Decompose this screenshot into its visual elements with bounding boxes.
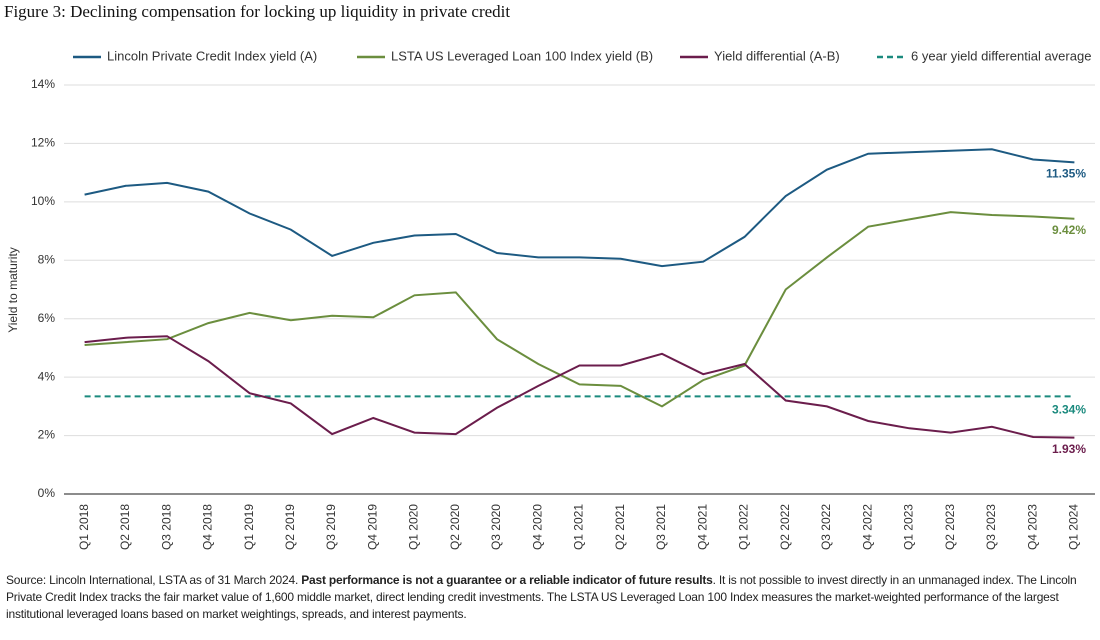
value-label: 3.34% (1052, 403, 1086, 417)
x-tick-label: Q3 2020 (489, 504, 503, 550)
series-line (84, 148, 1075, 268)
x-tick-label: Q2 2023 (943, 504, 957, 550)
legend-label: 6 year yield differential average (911, 48, 1091, 63)
y-tick-label: 0% (38, 486, 56, 500)
x-tick-label: Q4 2021 (695, 504, 709, 550)
x-tick-label: Q1 2018 (77, 504, 91, 550)
value-label: 11.35% (1046, 167, 1086, 181)
y-tick-label: 10% (31, 194, 55, 208)
x-tick-label: Q2 2021 (613, 504, 627, 550)
legend-label: LSTA US Leveraged Loan 100 Index yield (… (391, 48, 653, 63)
legend-label: Lincoln Private Credit Index yield (A) (107, 48, 317, 63)
source-text: . It is not possible to invest directly … (6, 573, 1077, 621)
x-tick-label: Q1 2020 (407, 504, 421, 550)
legend-label: Yield differential (A-B) (714, 48, 840, 63)
x-tick-label: Q1 2023 (902, 504, 916, 550)
series-line (84, 211, 1075, 408)
series-line (84, 335, 1075, 439)
x-tick-label: Q4 2018 (201, 504, 215, 550)
y-tick-label: 12% (31, 136, 55, 150)
y-tick-label: 6% (38, 311, 56, 325)
x-tick-label: Q4 2022 (860, 504, 874, 550)
x-tick-label: Q1 2021 (572, 504, 586, 550)
x-tick-label: Q2 2019 (283, 504, 297, 550)
chart: Figure 3: Declining compensation for loc… (4, 2, 1095, 550)
x-tick-label: Q3 2022 (819, 504, 833, 550)
source-bold: Past performance is not a guarantee or a… (301, 573, 713, 587)
y-tick-label: 2% (38, 428, 56, 442)
x-tick-label: Q3 2023 (984, 504, 998, 550)
value-label: 9.42% (1052, 223, 1086, 237)
x-tick-label: Q3 2018 (159, 504, 173, 550)
x-tick-label: Q4 2019 (365, 504, 379, 550)
x-tick-label: Q4 2020 (530, 504, 544, 550)
source-text: Source: Lincoln International, LSTA as o… (6, 573, 302, 587)
x-tick-label: Q4 2023 (1025, 504, 1039, 550)
x-tick-label: Q1 2024 (1067, 504, 1081, 550)
y-tick-label: 8% (38, 252, 56, 266)
x-tick-label: Q3 2021 (654, 504, 668, 550)
x-tick-label: Q2 2022 (778, 504, 792, 550)
value-label: 1.93% (1052, 442, 1086, 456)
x-tick-label: Q2 2020 (448, 504, 462, 550)
x-tick-label: Q3 2019 (324, 504, 338, 550)
y-tick-label: 4% (38, 369, 56, 383)
x-tick-label: Q1 2019 (242, 504, 256, 550)
x-tick-label: Q2 2018 (118, 504, 132, 550)
y-tick-label: 14% (31, 77, 55, 91)
x-tick-label: Q1 2022 (737, 504, 751, 550)
chart-title: Figure 3: Declining compensation for loc… (4, 2, 510, 21)
y-axis-label: Yield to maturity (6, 247, 20, 333)
source-note: Source: Lincoln International, LSTA as o… (6, 572, 1091, 623)
